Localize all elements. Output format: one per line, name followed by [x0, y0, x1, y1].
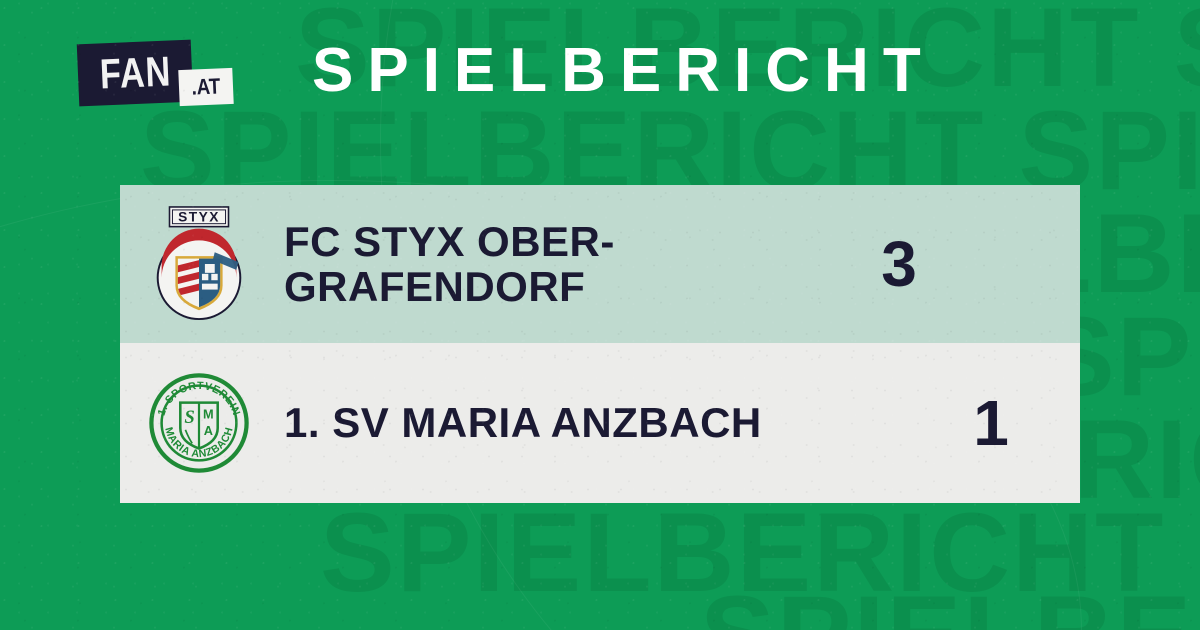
logo-at-block: .AT — [178, 67, 234, 107]
scoreboard: STYX FC OBER-GRAFENDORF — [120, 185, 1080, 503]
svg-text:STYX: STYX — [178, 210, 220, 225]
logo-fan-text: FAN — [98, 47, 172, 98]
fan-at-logo: FAN .AT — [76, 36, 268, 114]
home-team-score: 3 — [881, 228, 917, 300]
logo-fan-block: FAN — [76, 39, 194, 107]
watermark-row: SPIELBERICHT SPIELBERICHT SPIELBERICHT — [700, 580, 1200, 630]
away-team-score: 1 — [973, 387, 1009, 459]
home-team-name: FC STYX OBER-GRAFENDORF — [284, 217, 615, 310]
away-team-name: 1. SV MARIA ANZBACH — [284, 399, 762, 447]
scoreboard-row-away: 1. SPORTVEREIN MARIA ANZBACH S M A 1. SV… — [120, 343, 1080, 503]
away-team-crest: 1. SPORTVEREIN MARIA ANZBACH S M A — [138, 362, 260, 484]
svg-text:M: M — [203, 407, 214, 422]
watermark-row: SPIELBERICHT SPIELBERICHT SPIELBERICHT — [320, 490, 1200, 615]
logo-at-text: .AT — [191, 73, 221, 100]
home-team-crest: STYX FC OBER-GRAFENDORF — [138, 203, 260, 325]
page-title: SPIELBERICHT — [312, 36, 935, 105]
svg-text:A: A — [204, 423, 213, 438]
scoreboard-row-home: STYX FC OBER-GRAFENDORF — [120, 185, 1080, 343]
svg-text:S: S — [184, 407, 194, 428]
watermark-row: SPIELBERICHT SPIELBERICHT SPIELBERICHT — [295, 0, 1200, 110]
